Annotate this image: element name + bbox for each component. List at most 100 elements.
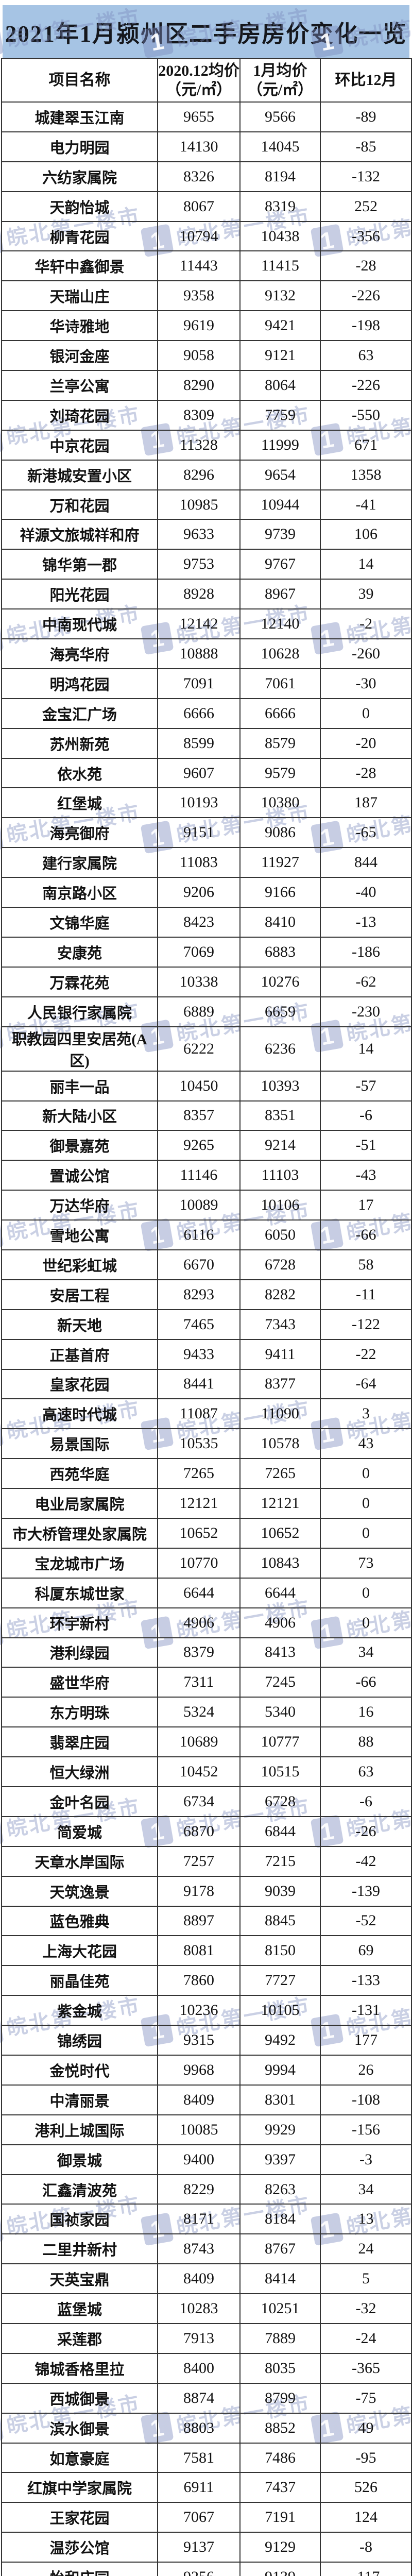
jan-price-cell: 6728 <box>239 1249 321 1280</box>
dec-price-cell: 8803 <box>157 2412 241 2444</box>
dec-price-cell: 8928 <box>157 579 241 610</box>
dec-price-cell: 8743 <box>157 2233 241 2265</box>
project-name-header: 项目名称 <box>1 58 158 103</box>
price-table: 项目名称 2020.12均价 （元/㎡） 1月均价 （元/㎡） 环比12月 城建… <box>1 58 412 2576</box>
project-name-cell: 天瑞山庄 <box>1 280 158 312</box>
project-name-cell: 天英宝鼎 <box>1 2263 158 2295</box>
table-row: 汇鑫清波苑 8229 8263 34 <box>1 2174 412 2205</box>
project-name-cell: 天章水岸国际 <box>1 1845 158 1877</box>
mom-change-cell: -57 <box>320 1070 412 1101</box>
jan-price-cell: 10251 <box>239 2293 321 2325</box>
project-name-cell: 职教园四里安居苑(A区) <box>1 1026 158 1072</box>
dec-price-cell: 8423 <box>157 907 241 938</box>
table-row: 锦绣园 9315 9492 177 <box>1 2025 412 2056</box>
jan-price-cell: 9739 <box>239 519 321 550</box>
dec-price-cell: 7581 <box>157 2442 241 2473</box>
dec-price-cell: 10338 <box>157 966 241 997</box>
jan-price-cell: 9566 <box>239 101 321 132</box>
project-name-cell: 锦绣园 <box>1 2025 158 2056</box>
jan-price-cell: 9129 <box>239 2532 321 2563</box>
dec-price-cell: 10452 <box>157 1756 241 1787</box>
project-name-cell: 西苑华庭 <box>1 1458 158 1489</box>
project-name-cell: 市大桥管理处家属院 <box>1 1517 158 1549</box>
jan-price-cell: 10276 <box>239 966 321 997</box>
mom-change-cell: 24 <box>320 2233 412 2265</box>
mom-change-cell: 3 <box>320 1398 412 1430</box>
project-name-cell: 新天地 <box>1 1309 158 1340</box>
table-row: 置诚公馆 11146 11103 -43 <box>1 1160 412 1191</box>
project-name-cell: 中清丽景 <box>1 2084 158 2115</box>
project-name-cell: 海亮御府 <box>1 817 158 849</box>
table-row: 依水苑 9607 9579 -28 <box>1 757 412 789</box>
dec-price-cell: 10888 <box>157 638 241 669</box>
dec-price-cell: 8409 <box>157 2084 241 2115</box>
project-name-cell: 盛世华府 <box>1 1667 158 1698</box>
table-row: 明鸿花园 7091 7061 -30 <box>1 668 412 699</box>
jan-price-cell: 9039 <box>239 1875 321 1907</box>
jan-price-cell: 8184 <box>239 2204 321 2235</box>
table-row: 天韵怡城 8067 8319 252 <box>1 191 412 222</box>
table-row: 天瑞山庄 9358 9132 -226 <box>1 280 412 312</box>
mom-change-cell: 39 <box>320 579 412 610</box>
table-row: 安居工程 8293 8282 -11 <box>1 1279 412 1310</box>
jan-price-cell: 7889 <box>239 2323 321 2354</box>
table-row: 简爱城 6870 6844 -26 <box>1 1816 412 1847</box>
table-row: 红堡城 10193 10380 187 <box>1 787 412 819</box>
mom-change-cell: -51 <box>320 1130 412 1161</box>
mom-change-cell: -20 <box>320 727 412 759</box>
project-name-cell: 御景城 <box>1 2144 158 2175</box>
table-row: 中京花园 11328 11999 671 <box>1 429 412 461</box>
jan-price-cell: 10652 <box>239 1517 321 1549</box>
jan-price-cell: 9492 <box>239 2025 321 2056</box>
jan-price-cell: 9654 <box>239 459 321 490</box>
mom-change-cell: -42 <box>320 1845 412 1877</box>
table-row: 御景嘉苑 9265 9214 -51 <box>1 1130 412 1161</box>
table-row: 柳青花园 10794 10438 -356 <box>1 221 412 252</box>
table-row: 蓝堡城 10283 10251 -32 <box>1 2293 412 2325</box>
mom-change-cell: -65 <box>320 817 412 849</box>
dec-price-cell: 8897 <box>157 1905 241 1937</box>
mom-change-cell: -132 <box>320 161 412 192</box>
table-row: 中南现代城 12142 12140 -2 <box>1 608 412 640</box>
project-name-cell: 御景嘉苑 <box>1 1130 158 1161</box>
mom-change-cell: -95 <box>320 2442 412 2473</box>
project-name-cell: 东方明珠 <box>1 1697 158 1728</box>
table-row: 红旗中学家属院 6911 7437 526 <box>1 2472 412 2503</box>
mom-change-cell: -108 <box>320 2084 412 2115</box>
dec-price-cell: 8441 <box>157 1368 241 1400</box>
mom-change-cell: 63 <box>320 340 412 371</box>
mom-change-cell: -230 <box>320 996 412 1027</box>
dec-price-cell: 11443 <box>157 250 241 282</box>
project-name-cell: 金宝汇广场 <box>1 698 158 729</box>
dec-price-cell: 11083 <box>157 847 241 878</box>
dec-price-header: 2020.12均价 （元/㎡） <box>157 58 241 103</box>
table-row: 王家花园 7067 7191 124 <box>1 2502 412 2533</box>
project-name-cell: 兰亭公寓 <box>1 370 158 401</box>
dec-price-cell: 11146 <box>157 1160 241 1191</box>
dec-price-cell: 9619 <box>157 310 241 342</box>
dec-price-cell: 8309 <box>157 399 241 431</box>
mom-change-cell: -66 <box>320 1219 412 1250</box>
project-name-cell: 祥源文旅城祥和府 <box>1 519 158 550</box>
project-name-cell: 怡和庄园 <box>1 2562 158 2576</box>
table-row: 紫金城 10236 10105 -131 <box>1 1995 412 2026</box>
dec-price-cell: 9058 <box>157 340 241 371</box>
mom-change-cell: 88 <box>320 1726 412 1758</box>
table-row: 金叶名园 6734 6728 -6 <box>1 1786 412 1817</box>
jan-price-cell: 8852 <box>239 2412 321 2444</box>
mom-change-cell: -365 <box>320 2352 412 2384</box>
mom-change-cell: -226 <box>320 280 412 312</box>
jan-price-cell: 7061 <box>239 668 321 699</box>
mom-change-cell: 0 <box>320 1607 412 1638</box>
project-name-cell: 如意豪庭 <box>1 2442 158 2473</box>
dec-price-cell: 10193 <box>157 787 241 819</box>
project-name-cell: 中南现代城 <box>1 608 158 640</box>
mom-change-cell: -41 <box>320 489 412 520</box>
mom-change-cell: 177 <box>320 2025 412 2056</box>
table-row: 城建翠玉江南 9655 9566 -89 <box>1 101 412 132</box>
dec-price-cell: 7860 <box>157 1965 241 1996</box>
project-name-cell: 新大陆小区 <box>1 1100 158 1131</box>
project-name-cell: 锦华第一郡 <box>1 549 158 580</box>
dec-price-cell: 9256 <box>157 2562 241 2576</box>
project-name-cell: 城建翠玉江南 <box>1 101 158 132</box>
